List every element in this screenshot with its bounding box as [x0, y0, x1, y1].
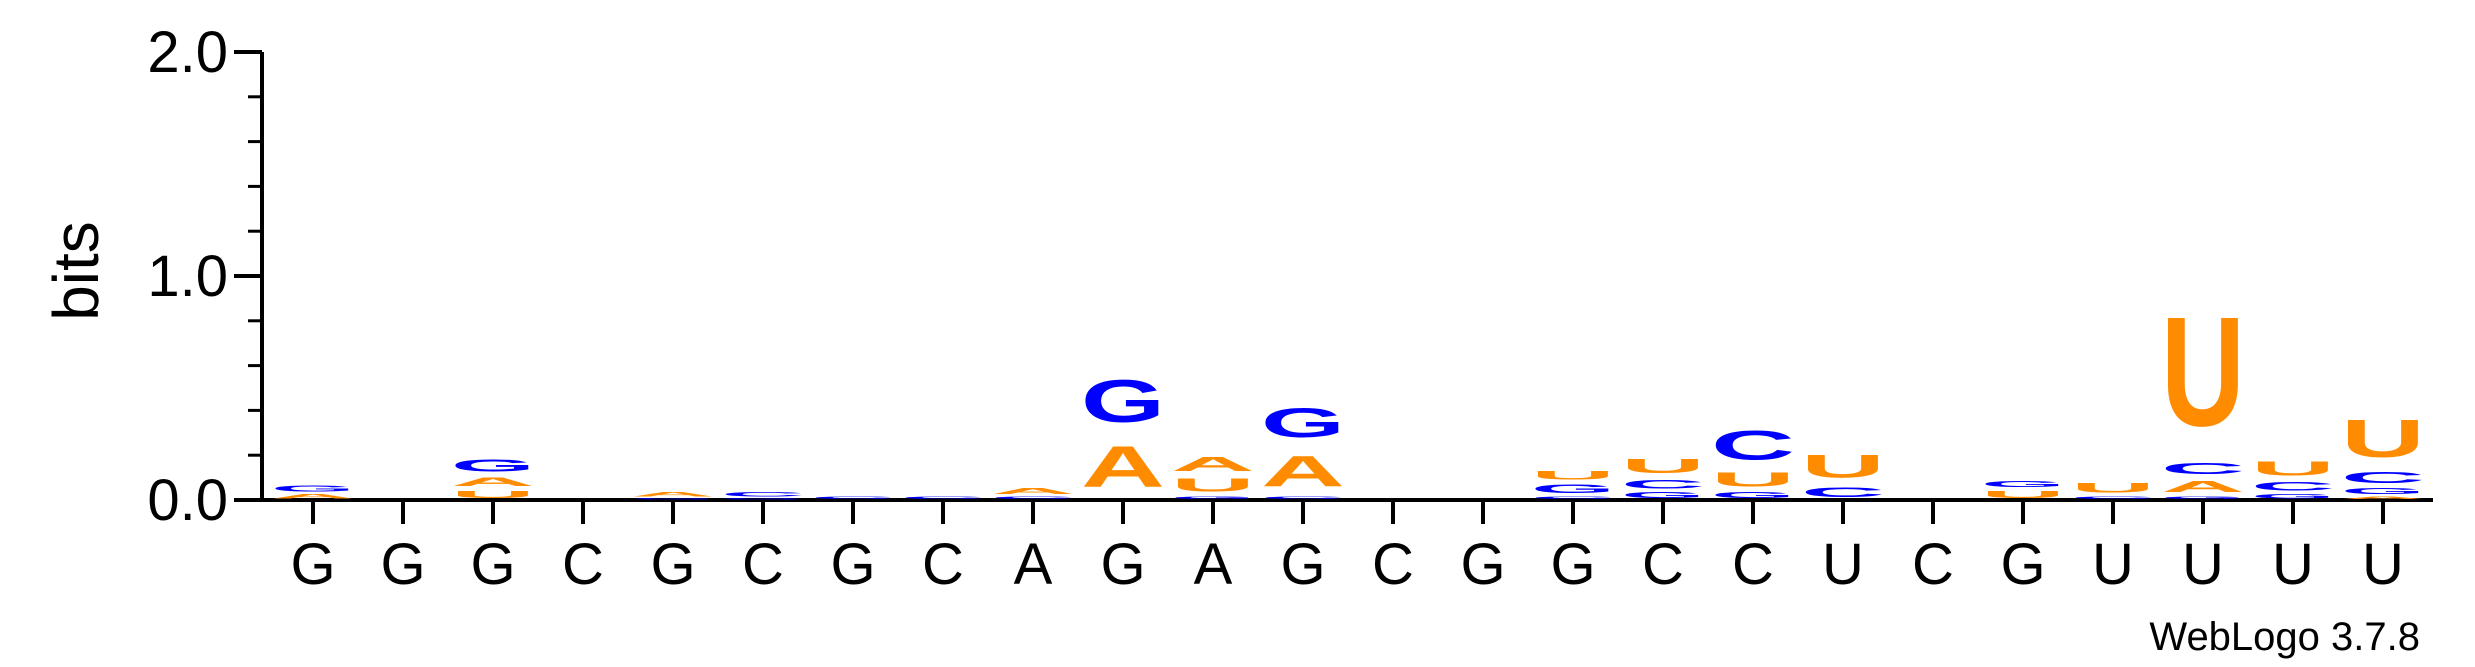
logo-letter-C: C — [1531, 496, 1615, 500]
logo-letter-C: C — [2251, 480, 2335, 493]
logo-letter-U: U — [2341, 409, 2425, 469]
logo-letter-U: U — [2071, 480, 2155, 496]
logo-letter-G: G — [2161, 496, 2245, 500]
logo-letter-C: C — [2071, 496, 2155, 500]
logo-letter-U: U — [1621, 455, 1705, 478]
logo-letter-C: C — [721, 491, 805, 498]
x-tick-label: C — [1732, 532, 1774, 597]
logo-letter-C: C — [991, 496, 1075, 500]
logo-letter-U: U — [2161, 285, 2245, 460]
y-axis-label: bits — [40, 221, 112, 321]
logo-letter-G: G — [271, 484, 355, 493]
logo-letter-G: G — [1261, 400, 1345, 447]
logo-letter-C: C — [2161, 460, 2245, 478]
logo-letter-A: A — [2341, 496, 2425, 500]
logo-letter-U: U — [1531, 469, 1615, 482]
logo-letter-U: U — [1171, 475, 1255, 495]
logo-letter-G: G — [1981, 480, 2065, 489]
y-axis: 0.0 1.0 2.0 — [147, 20, 2433, 533]
x-tick-label: G — [2000, 532, 2045, 597]
logo-letter-G: G — [1621, 491, 1705, 500]
x-tick-label: A — [1014, 532, 1053, 597]
logo-letter-A: A — [451, 475, 535, 488]
x-tick-label: G — [1460, 532, 1505, 597]
logo-letter-G: G — [1171, 496, 1255, 500]
logo-letter-A: A — [1261, 446, 1345, 496]
logo-letter-C: C — [1621, 478, 1705, 491]
logo-letter-G: G — [451, 455, 535, 475]
x-tick-label: G — [650, 532, 695, 597]
logo-letter-G: G — [1531, 482, 1615, 495]
logo-letter-U: U — [1801, 449, 1885, 485]
logo-letter-G: G — [1711, 491, 1795, 500]
x-tick-label: U — [1822, 532, 1864, 597]
logo-letter-G: G — [2341, 487, 2425, 496]
logo-letter-G: G — [2251, 493, 2335, 500]
logo-letter-A: A — [991, 487, 1075, 496]
x-tick-label: C — [1642, 532, 1684, 597]
x-tick-label: U — [2362, 532, 2404, 597]
y-tick-label: 2.0 — [147, 20, 228, 85]
x-tick-label: C — [562, 532, 604, 597]
x-tick-label: C — [922, 532, 964, 597]
x-tick-label: A — [1194, 532, 1233, 597]
y-tick-label: 0.0 — [147, 468, 228, 533]
logo-letter-U: U — [1981, 489, 2065, 500]
logo-letter-U: U — [451, 489, 535, 500]
logo-letter-A: A — [1081, 435, 1165, 499]
x-tick-label: U — [2092, 532, 2134, 597]
x-tick-label: U — [2182, 532, 2224, 597]
x-tick-label: G — [470, 532, 515, 597]
logo-letter-G: G — [1081, 368, 1165, 435]
y-tick-label: 1.0 — [147, 244, 228, 309]
x-tick-label: G — [380, 532, 425, 597]
logo-letter-A: A — [271, 493, 355, 500]
logo-letter-C: C — [1801, 484, 1885, 500]
logo-letter-G: G — [721, 498, 805, 500]
x-tick-label: G — [830, 532, 875, 597]
logo-letter-A: A — [1171, 453, 1255, 476]
logo-letter-A: A — [2161, 478, 2245, 496]
logo-letter-U: U — [1711, 468, 1795, 491]
x-tick-label: C — [742, 532, 784, 597]
logo-letter-C: C — [1711, 421, 1795, 468]
logo-letter-C: C — [1261, 496, 1345, 500]
x-tick-label: C — [1912, 532, 1954, 597]
logo-letter-A: A — [631, 491, 715, 498]
logo-letter-C: C — [2341, 469, 2425, 487]
weblogo-version-label: WebLogo 3.7.8 — [2149, 615, 2420, 659]
logo-letter-C: C — [901, 496, 985, 500]
x-tick-label: G — [290, 532, 335, 597]
x-tick-label: G — [1550, 532, 1595, 597]
x-tick-label: C — [1372, 532, 1414, 597]
logo-letter-U: U — [2251, 457, 2335, 480]
x-tick-label: G — [1280, 532, 1325, 597]
x-tick-label: U — [2272, 532, 2314, 597]
logo-letter-G: G — [631, 498, 715, 500]
x-tick-label: G — [1100, 532, 1145, 597]
logo-letter-C: C — [811, 496, 895, 500]
